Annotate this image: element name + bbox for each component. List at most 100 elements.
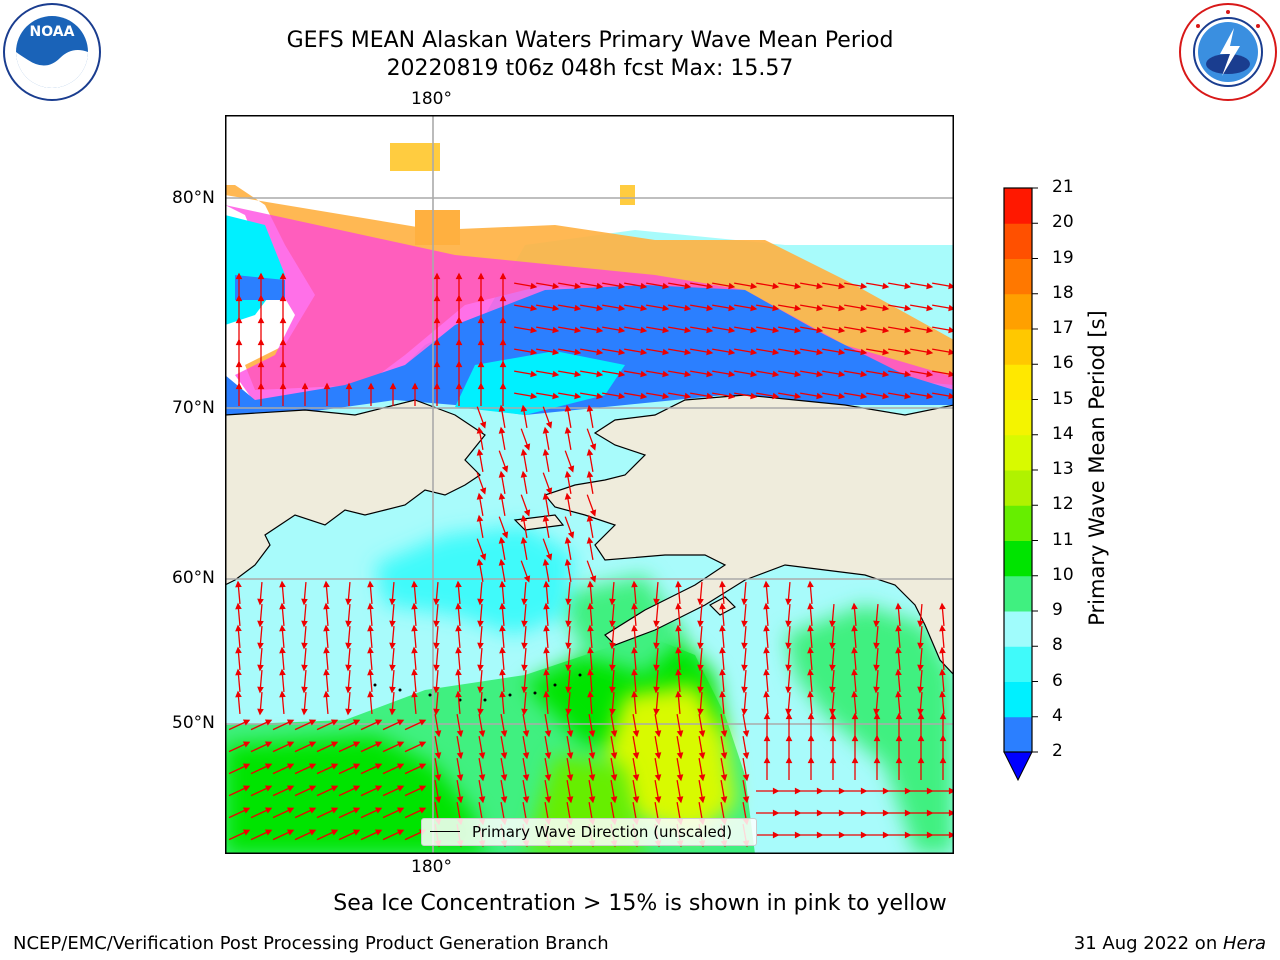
wave-arrow-head [235,272,243,280]
wave-arrow-head [772,392,780,400]
wave-arrow-head [917,708,924,716]
wave-arrow-head [545,487,553,495]
wave-arrow-head [552,304,560,312]
wave-arrow-head [301,620,308,628]
wave-arrow-head [543,668,550,676]
wave-arrow-head [618,304,626,312]
wave-arrow-head [456,730,464,738]
wave-arrow-head [785,620,792,628]
wave-arrow-head [235,624,242,632]
wave-arrow-head [838,787,846,795]
wave-arrow-head [882,787,890,795]
wave-arrow-head [257,360,265,368]
wave-arrow-head [565,598,572,606]
colorbar-tick-label: 9 [1052,600,1063,620]
wave-arrow-head [763,668,770,676]
long-period-field [225,575,954,854]
colorbar [1003,187,1038,782]
wave-arrow-head [684,370,692,378]
wave-arrow-head [433,272,441,280]
wave-arrow-head [741,598,748,606]
wave-arrow-head [720,774,728,782]
wave-arrow-head [596,392,604,400]
wave-arrow-head [838,326,846,334]
wave-arrow-head [706,392,714,400]
wave-arrow-head [632,752,640,760]
wave-arrow-head [640,282,648,290]
wave-arrow-head [479,421,487,429]
wave-arrow-head [396,785,405,792]
wave-arrow-head [500,796,508,804]
wave-arrow-head [477,316,485,324]
wave-arrow-head [530,304,538,312]
wave-arrow-head [586,536,594,544]
wave-arrow-head [873,620,880,628]
wave-arrow-head [794,282,802,290]
wave-arrow-head [257,294,265,302]
wave-arrow-head [242,807,251,814]
wave-arrow-head [596,370,604,378]
colorbar-segment [1004,505,1032,541]
wave-arrow-head [654,752,662,760]
wave-arrow-head [542,426,550,434]
wave-arrow-head [565,620,572,628]
wave-arrow-head [631,668,638,676]
colorbar-tick-label: 8 [1052,635,1063,656]
wave-arrow-head [785,756,793,764]
wave-arrow-head [675,646,682,654]
colorbar-tick-label: 12 [1052,494,1074,515]
wave-arrow-head [521,620,528,628]
wave-arrow-head [829,620,836,628]
wave-arrow-head [565,686,572,694]
wave-arrow-head [567,465,575,473]
wave-arrow-head [544,774,552,782]
footer-date: 31 Aug 2022 on [1073,933,1223,954]
wave-arrow-head [543,602,550,610]
wave-arrow-head [586,448,594,456]
wave-arrow-head [235,360,243,368]
wave-arrow-head [785,642,792,650]
wave-arrow-head [587,624,594,632]
wave-arrow-head [816,348,824,356]
wave-arrow-head [543,646,550,654]
wave-arrow-head [926,282,934,290]
wave-arrow-head [706,304,714,312]
wave-arrow-head [882,348,890,356]
wave-arrow-head [728,392,736,400]
wave-arrow-head [479,487,487,495]
wave-arrow-head [860,370,868,378]
map-panel [225,115,954,854]
wave-arrow-head [455,338,463,346]
wave-arrow-head [574,326,582,334]
wave-arrow-head [542,558,550,566]
wave-arrow-head [433,316,441,324]
wave-arrow-head [860,304,868,312]
wave-arrow-head [374,807,383,814]
wave-arrow-head [235,316,243,324]
wave-arrow-head [477,598,484,606]
wave-arrow-head [257,664,264,672]
wave-arrow-head [816,370,824,378]
wave-arrow-head [816,831,824,839]
wave-arrow-head [816,392,824,400]
wave-arrow-head [574,392,582,400]
wave-arrow-head [501,465,509,473]
wave-arrow-head [763,646,770,654]
wave-arrow-head [742,752,750,760]
wave-arrow-head [396,763,405,770]
wave-arrow-head [522,752,530,760]
wave-arrow-head [478,774,486,782]
wave-arrow-head [829,756,837,764]
wave-arrow-head [697,708,704,716]
wave-arrow-head [434,752,442,760]
wave-arrow-head [330,719,339,726]
wave-arrow-head [542,514,550,522]
colorbar-segment [1004,399,1032,436]
wave-arrow-head [807,580,814,588]
wave-arrow-head [662,304,670,312]
colorbar-segment [1004,258,1032,295]
wave-arrow-head [895,756,903,764]
wave-arrow-head [498,426,506,434]
lat-label-70: 70°N [172,398,215,418]
wave-arrow-head [807,668,814,676]
